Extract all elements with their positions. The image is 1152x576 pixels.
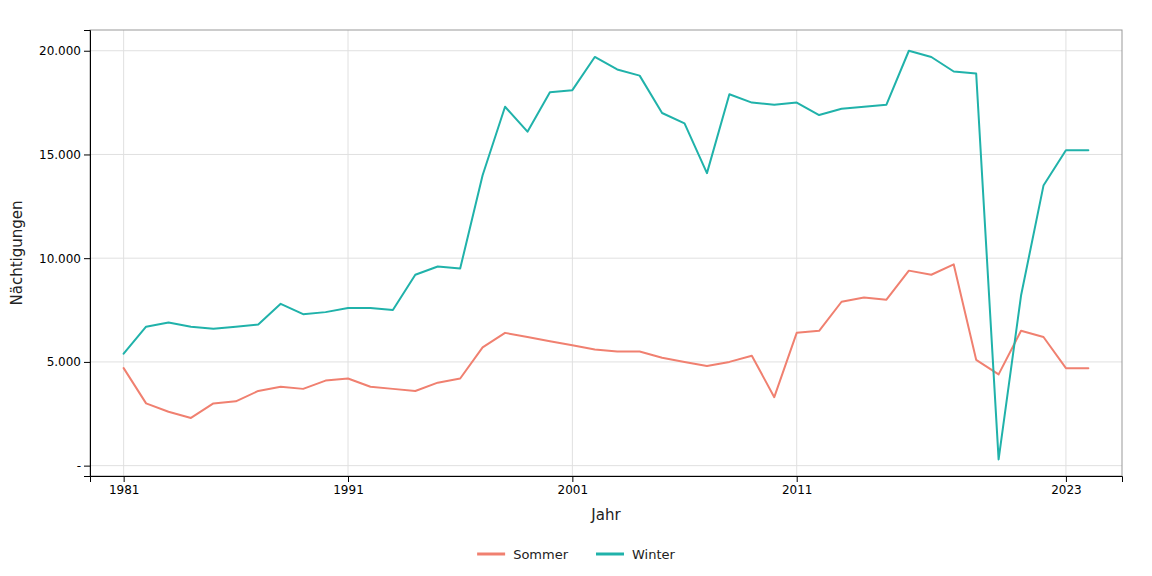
tick-label: 15.000 [39,148,81,162]
tick-mark [572,476,573,482]
tick-label: 20.000 [39,44,81,58]
series-line [124,51,1089,460]
tick-mark [84,258,90,259]
legend-item: Sommer [477,547,569,562]
x-axis-title: Jahr [590,506,621,524]
tick: 1991 [333,476,364,497]
y-axis-title: Nächtigungen [8,200,26,305]
tick: 2001 [558,476,589,497]
grid [90,30,1122,476]
tick-mark [84,466,90,467]
grid-line [348,30,349,476]
grid-line [90,258,1122,259]
series-line [124,264,1089,418]
tick: 10.000 [39,252,90,266]
legend-swatch [477,553,505,556]
grid-line [796,30,797,476]
tick-label: - [77,459,81,473]
lines [124,51,1089,460]
plot: 1981 1991 2001 2011 2023 - 5.000 10.000 15.000 20… [8,30,1123,524]
tick: 5.000 [47,355,90,369]
plot-frame [90,30,1122,476]
y-axis: - 5.000 10.000 15.000 20.000 [39,31,91,477]
grid-line [90,50,1122,51]
legend-label: Winter [632,547,676,562]
chart: 1981 1991 2001 2011 2023 - 5.000 10.000 15.000 20… [0,0,1152,576]
tick-mark [124,476,125,482]
tick-mark [84,154,90,155]
axis-line [91,477,1123,483]
tick: 15.000 [39,148,90,162]
axis-line [84,31,91,477]
grid-line [90,465,1122,466]
tick-label: 5.000 [47,355,81,369]
tick: 2011 [782,476,813,497]
tick-mark [1066,476,1067,482]
legend: Sommer Winter [477,547,675,562]
tick: - [77,459,90,473]
tick-mark [348,476,349,482]
grid-line [90,361,1122,362]
tick-mark [84,362,90,363]
tick-label: 2023 [1051,483,1082,497]
legend-item: Winter [596,547,676,562]
tick-label: 2011 [782,483,813,497]
tick-label: 1981 [109,483,140,497]
tick-mark [797,476,798,482]
grid-line [90,154,1122,155]
tick-mark [84,51,90,52]
tick: 1981 [109,476,140,497]
legend-label: Sommer [513,547,569,562]
tick-label: 1991 [333,483,364,497]
tick: 2023 [1051,476,1082,497]
grid-line [572,30,573,476]
x-axis: 1981 1991 2001 2011 2023 [91,476,1123,497]
tick: 20.000 [39,44,90,58]
grid-line [123,30,124,476]
grid-line [1065,30,1066,476]
tick-label: 10.000 [39,252,81,266]
tick-label: 2001 [558,483,589,497]
legend-swatch [596,553,624,556]
